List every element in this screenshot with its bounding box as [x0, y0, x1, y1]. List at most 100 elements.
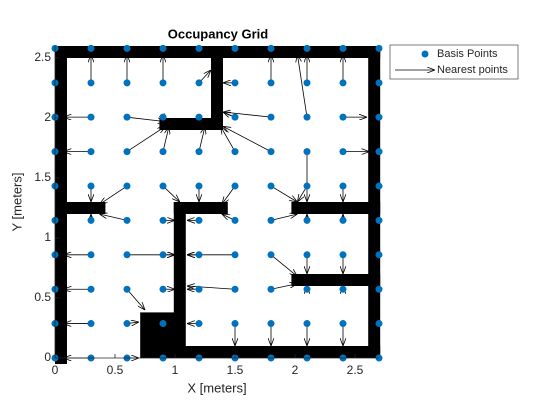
x-tick-label: 1 [172, 363, 179, 377]
basis-point [231, 216, 239, 224]
basis-point [375, 251, 383, 259]
nearest-arrow [223, 112, 272, 118]
basis-point [123, 320, 131, 328]
nearest-arrow [162, 185, 180, 202]
nearest-arrow [270, 284, 297, 290]
x-tick-label: 2 [292, 363, 299, 377]
basis-point [195, 148, 203, 156]
basis-point [339, 182, 347, 190]
basis-point [375, 216, 383, 224]
basis-point [159, 320, 167, 328]
x-tick-label: 0.5 [107, 363, 124, 377]
y-axis-label: Y [meters] [9, 172, 24, 231]
basis-point [267, 320, 275, 328]
basis-point [87, 79, 95, 87]
legend-label: Basis Points [437, 48, 498, 60]
nearest-arrow [222, 185, 236, 204]
nearest-arrow [187, 286, 236, 290]
basis-point [231, 113, 239, 121]
chart-title: Occupancy Grid [168, 26, 268, 41]
basis-point [267, 44, 275, 52]
basis-point [87, 285, 95, 293]
basis-point [303, 216, 311, 224]
nearest-arrow [270, 254, 297, 277]
basis-point [195, 182, 203, 190]
nearest-arrow [198, 126, 205, 152]
basis-point [303, 320, 311, 328]
basis-point [375, 148, 383, 156]
basis-point [159, 79, 167, 87]
x-tick-label: 1.5 [227, 363, 244, 377]
basis-point [159, 285, 167, 293]
basis-point [303, 79, 311, 87]
legend-box [389, 44, 519, 80]
basis-point [375, 113, 383, 121]
basis-point [339, 148, 347, 156]
basis-point [339, 44, 347, 52]
basis-point [123, 182, 131, 190]
basis-point [123, 285, 131, 293]
nearest-arrow [126, 126, 165, 152]
x-axis-label: X [meters] [187, 380, 246, 395]
basis-point [267, 251, 275, 259]
x-tick-label: 0 [52, 363, 59, 377]
basis-point [123, 251, 131, 259]
basis-point [303, 148, 311, 156]
legend-marker [421, 50, 429, 58]
basis-point [123, 79, 131, 87]
basis-point [267, 79, 275, 87]
basis-point [375, 44, 383, 52]
basis-point [267, 182, 275, 190]
basis-point [339, 79, 347, 87]
basis-point [87, 251, 95, 259]
basis-point [195, 320, 203, 328]
basis-point [123, 44, 131, 52]
obstacle-block [140, 312, 180, 358]
basis-point [195, 285, 203, 293]
basis-point [303, 113, 311, 121]
basis-point [159, 148, 167, 156]
nearest-arrow [223, 126, 272, 152]
y-tick-label: 2.5 [34, 50, 51, 64]
basis-point [195, 79, 203, 87]
nearest-arrow [99, 185, 128, 204]
basis-point [87, 216, 95, 224]
basis-point [87, 182, 95, 190]
basis-point [231, 148, 239, 156]
basis-point [339, 251, 347, 259]
basis-point [267, 285, 275, 293]
basis-point [231, 44, 239, 52]
basis-point [303, 285, 311, 293]
y-tick-label: 1.5 [34, 170, 51, 184]
basis-point [339, 216, 347, 224]
basis-point [123, 113, 131, 121]
basis-point [303, 44, 311, 52]
y-tick-label: 0.5 [34, 290, 51, 304]
x-tick-label: 2.5 [347, 363, 364, 377]
basis-point [231, 251, 239, 259]
basis-point [195, 44, 203, 52]
y-tick-label: 2 [44, 110, 51, 124]
basis-point [159, 216, 167, 224]
y-tick-label: 1 [44, 230, 51, 244]
y-tick-label: 0 [44, 350, 51, 364]
basis-point [231, 320, 239, 328]
basis-point [267, 216, 275, 224]
legend-label: Nearest points [437, 64, 508, 76]
nearest-arrow [99, 214, 128, 221]
basis-point [375, 320, 383, 328]
nearest-arrow [297, 54, 308, 118]
basis-point [159, 44, 167, 52]
nearest-arrow [126, 288, 145, 310]
basis-point [375, 285, 383, 293]
basis-point [159, 113, 167, 121]
basis-point [87, 113, 95, 121]
basis-point [339, 113, 347, 121]
basis-point [339, 320, 347, 328]
basis-point [339, 285, 347, 293]
legend: Basis Points Nearest points [389, 44, 519, 80]
basis-point [375, 182, 383, 190]
basis-point [231, 79, 239, 87]
basis-point [267, 113, 275, 121]
